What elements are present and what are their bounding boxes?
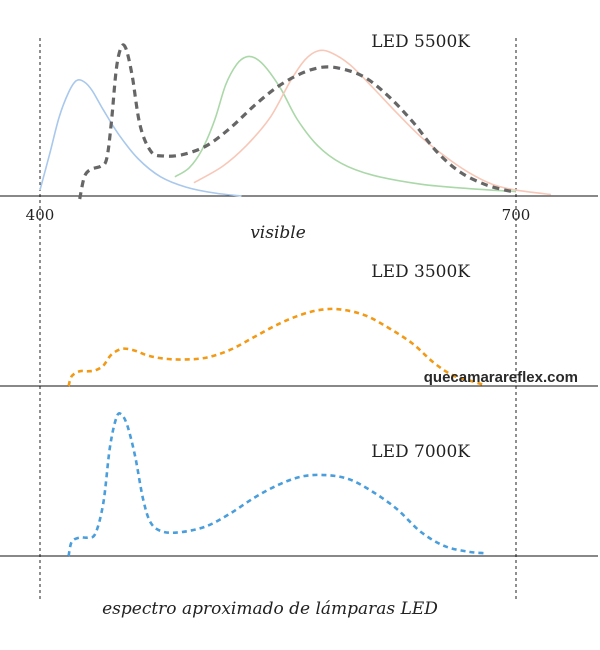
watermark: quecamarareflex.com [424, 369, 578, 386]
blue-channel-curve [39, 79, 242, 197]
green-channel-curve [174, 55, 517, 193]
led-3500k-spectrum-curve [67, 307, 485, 387]
panel-led-5500k: LED 5500K 400 700 visible [0, 32, 598, 243]
tick-label-400: 400 [26, 206, 55, 224]
title-7000k: LED 7000K [371, 442, 470, 462]
panel-led-7000k: LED 7000K [0, 412, 598, 557]
red-channel-curve [193, 49, 551, 196]
panel-led-3500k: LED 3500K quecamarareflex.com [0, 262, 598, 387]
tick-label-700: 700 [502, 206, 531, 224]
led-5500k-spectrum-curve [78, 43, 517, 200]
led-7000k-spectrum-curve [67, 412, 485, 557]
title-3500k: LED 3500K [371, 262, 470, 282]
figure-caption: espectro aproximado de lámparas LED [102, 599, 438, 619]
x-axis-label: visible [250, 223, 306, 243]
title-5500k: LED 5500K [371, 32, 470, 52]
